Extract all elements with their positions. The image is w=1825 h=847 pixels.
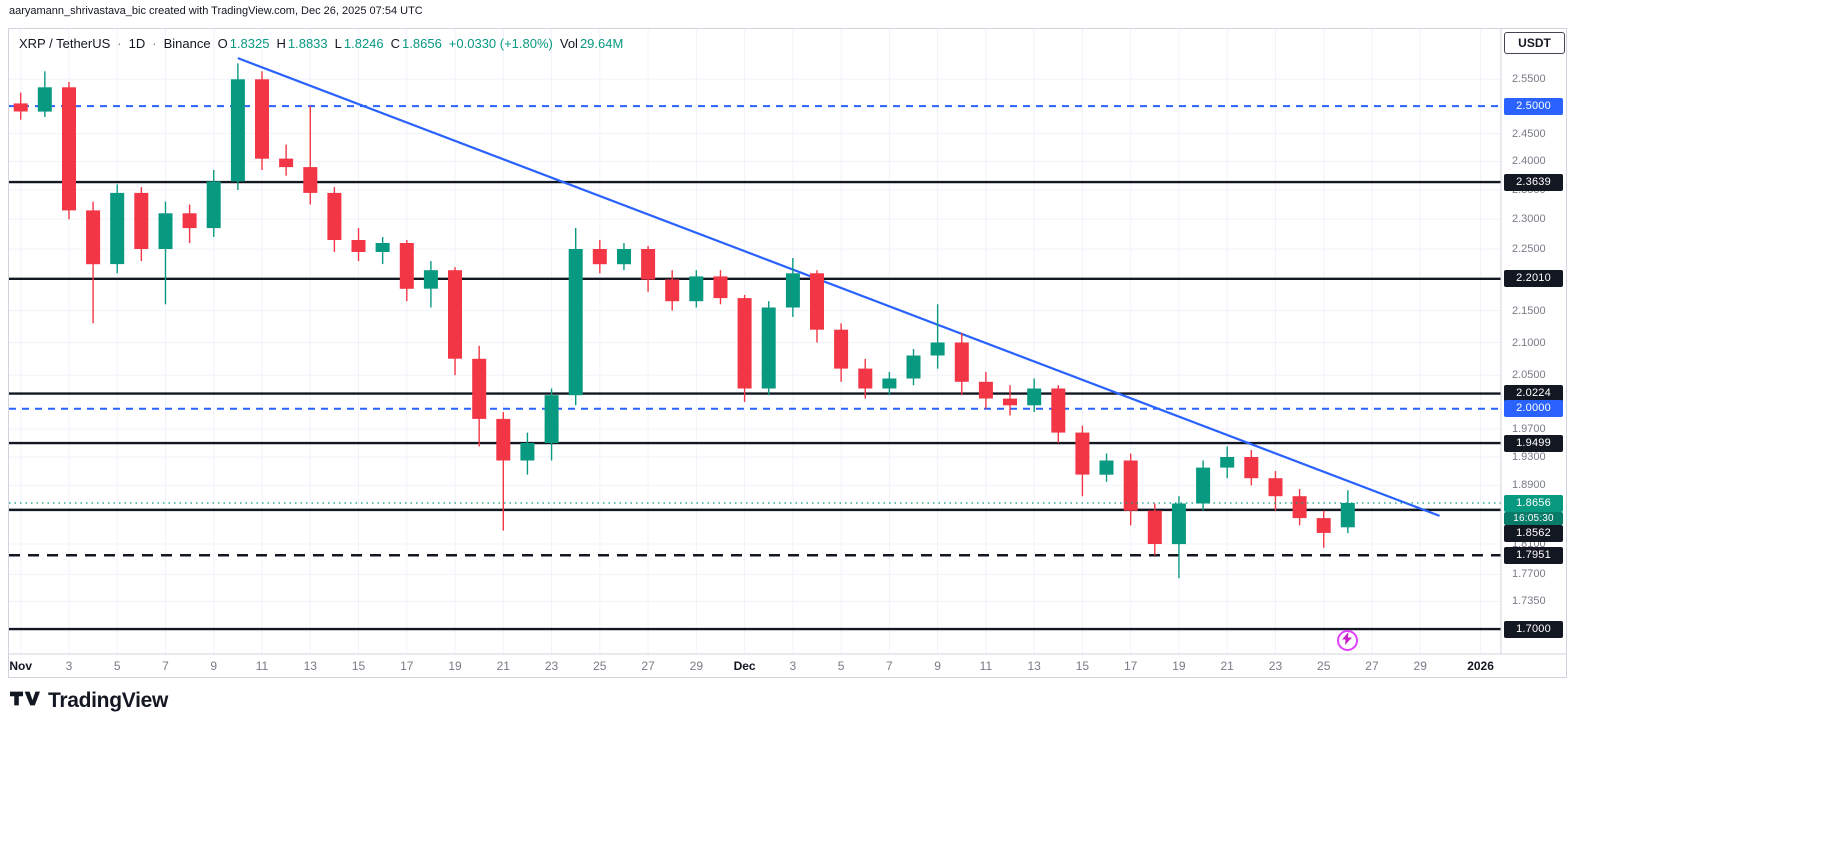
time-axis[interactable]: Nov 3 5 7 9 11 13 15 17 19 21 23 25 27 29 Dec 3 5 7 9 11 13 15… [9, 29, 1566, 677]
change-value: +0.0330 (+1.80%) [448, 36, 553, 51]
time-tick-label: 11 [979, 659, 993, 673]
time-tick-label: 19 [448, 659, 462, 673]
quote-currency-label: USDT [1504, 32, 1565, 54]
tradingview-mark-icon [10, 688, 40, 714]
time-tick-label: 13 [303, 659, 317, 673]
time-tick-label: 29 [689, 659, 704, 673]
trendline[interactable] [237, 57, 1440, 517]
interval-label[interactable]: 1D [128, 36, 146, 51]
tradingview-logo[interactable]: TradingView [10, 688, 168, 714]
time-tick-label: 5 [837, 659, 845, 673]
volume: Vol 29.64M [559, 36, 624, 51]
time-tick-label: 27 [1365, 659, 1379, 673]
price-chart[interactable] [9, 29, 1566, 677]
time-tick-label: 7 [162, 659, 169, 673]
time-tick-label: 9 [934, 659, 941, 673]
time-tick-label: 17 [1123, 659, 1138, 673]
time-tick-label: 11 [255, 659, 269, 673]
time-tick-label: 2026 [1467, 659, 1494, 673]
time-tick-label: 25 [593, 659, 607, 673]
exchange-label[interactable]: Binance [163, 36, 211, 51]
time-tick-label: 21 [496, 659, 510, 673]
tradingview-wordmark: TradingView [48, 689, 169, 712]
time-tick-label: 15 [351, 659, 366, 673]
chart-panel: Nov 3 5 7 9 11 13 15 17 19 21 23 25 27 29 Dec 3 5 7 9 11 13 15… [8, 28, 1567, 678]
time-tick-label: 27 [641, 659, 655, 673]
ohlc-close: C 1.8656 [390, 36, 442, 51]
time-tick-label: 15 [1075, 659, 1090, 673]
ohlc-low: L 1.8246 [334, 36, 384, 51]
candlestick-series [13, 63, 1355, 579]
price-levels[interactable] [9, 105, 1501, 631]
separator-dot: · [117, 36, 122, 51]
time-tick-label: Dec [733, 659, 756, 673]
time-tick-label: 9 [210, 659, 218, 673]
time-tick-label: 23 [544, 659, 559, 673]
ohlc-high: H 1.8833 [276, 36, 328, 51]
separator-dot: · [152, 36, 157, 51]
time-tick-label: 21 [1220, 659, 1234, 673]
time-tick-label: 7 [886, 659, 893, 673]
time-tick-label: 17 [400, 659, 414, 673]
ohlc-open: O 1.8325 [217, 36, 270, 51]
time-tick-label: 29 [1413, 659, 1427, 673]
time-tick-label: Nov [9, 659, 33, 673]
time-tick-label: 23 [1268, 659, 1283, 673]
time-tick-label: 5 [113, 659, 121, 673]
time-tick-label: 3 [65, 659, 73, 673]
time-tick-label: 3 [789, 659, 797, 673]
event-marker[interactable] [1336, 630, 1358, 651]
symbol-name[interactable]: XRP / TetherUS [19, 36, 111, 51]
time-tick-label: 19 [1172, 659, 1186, 673]
lightning-icon [1341, 631, 1353, 650]
time-tick-label: 13 [1027, 659, 1041, 673]
attribution-text: aaryamann_shrivastava_bic created with T… [9, 5, 423, 17]
time-tick-label: 25 [1317, 659, 1331, 673]
